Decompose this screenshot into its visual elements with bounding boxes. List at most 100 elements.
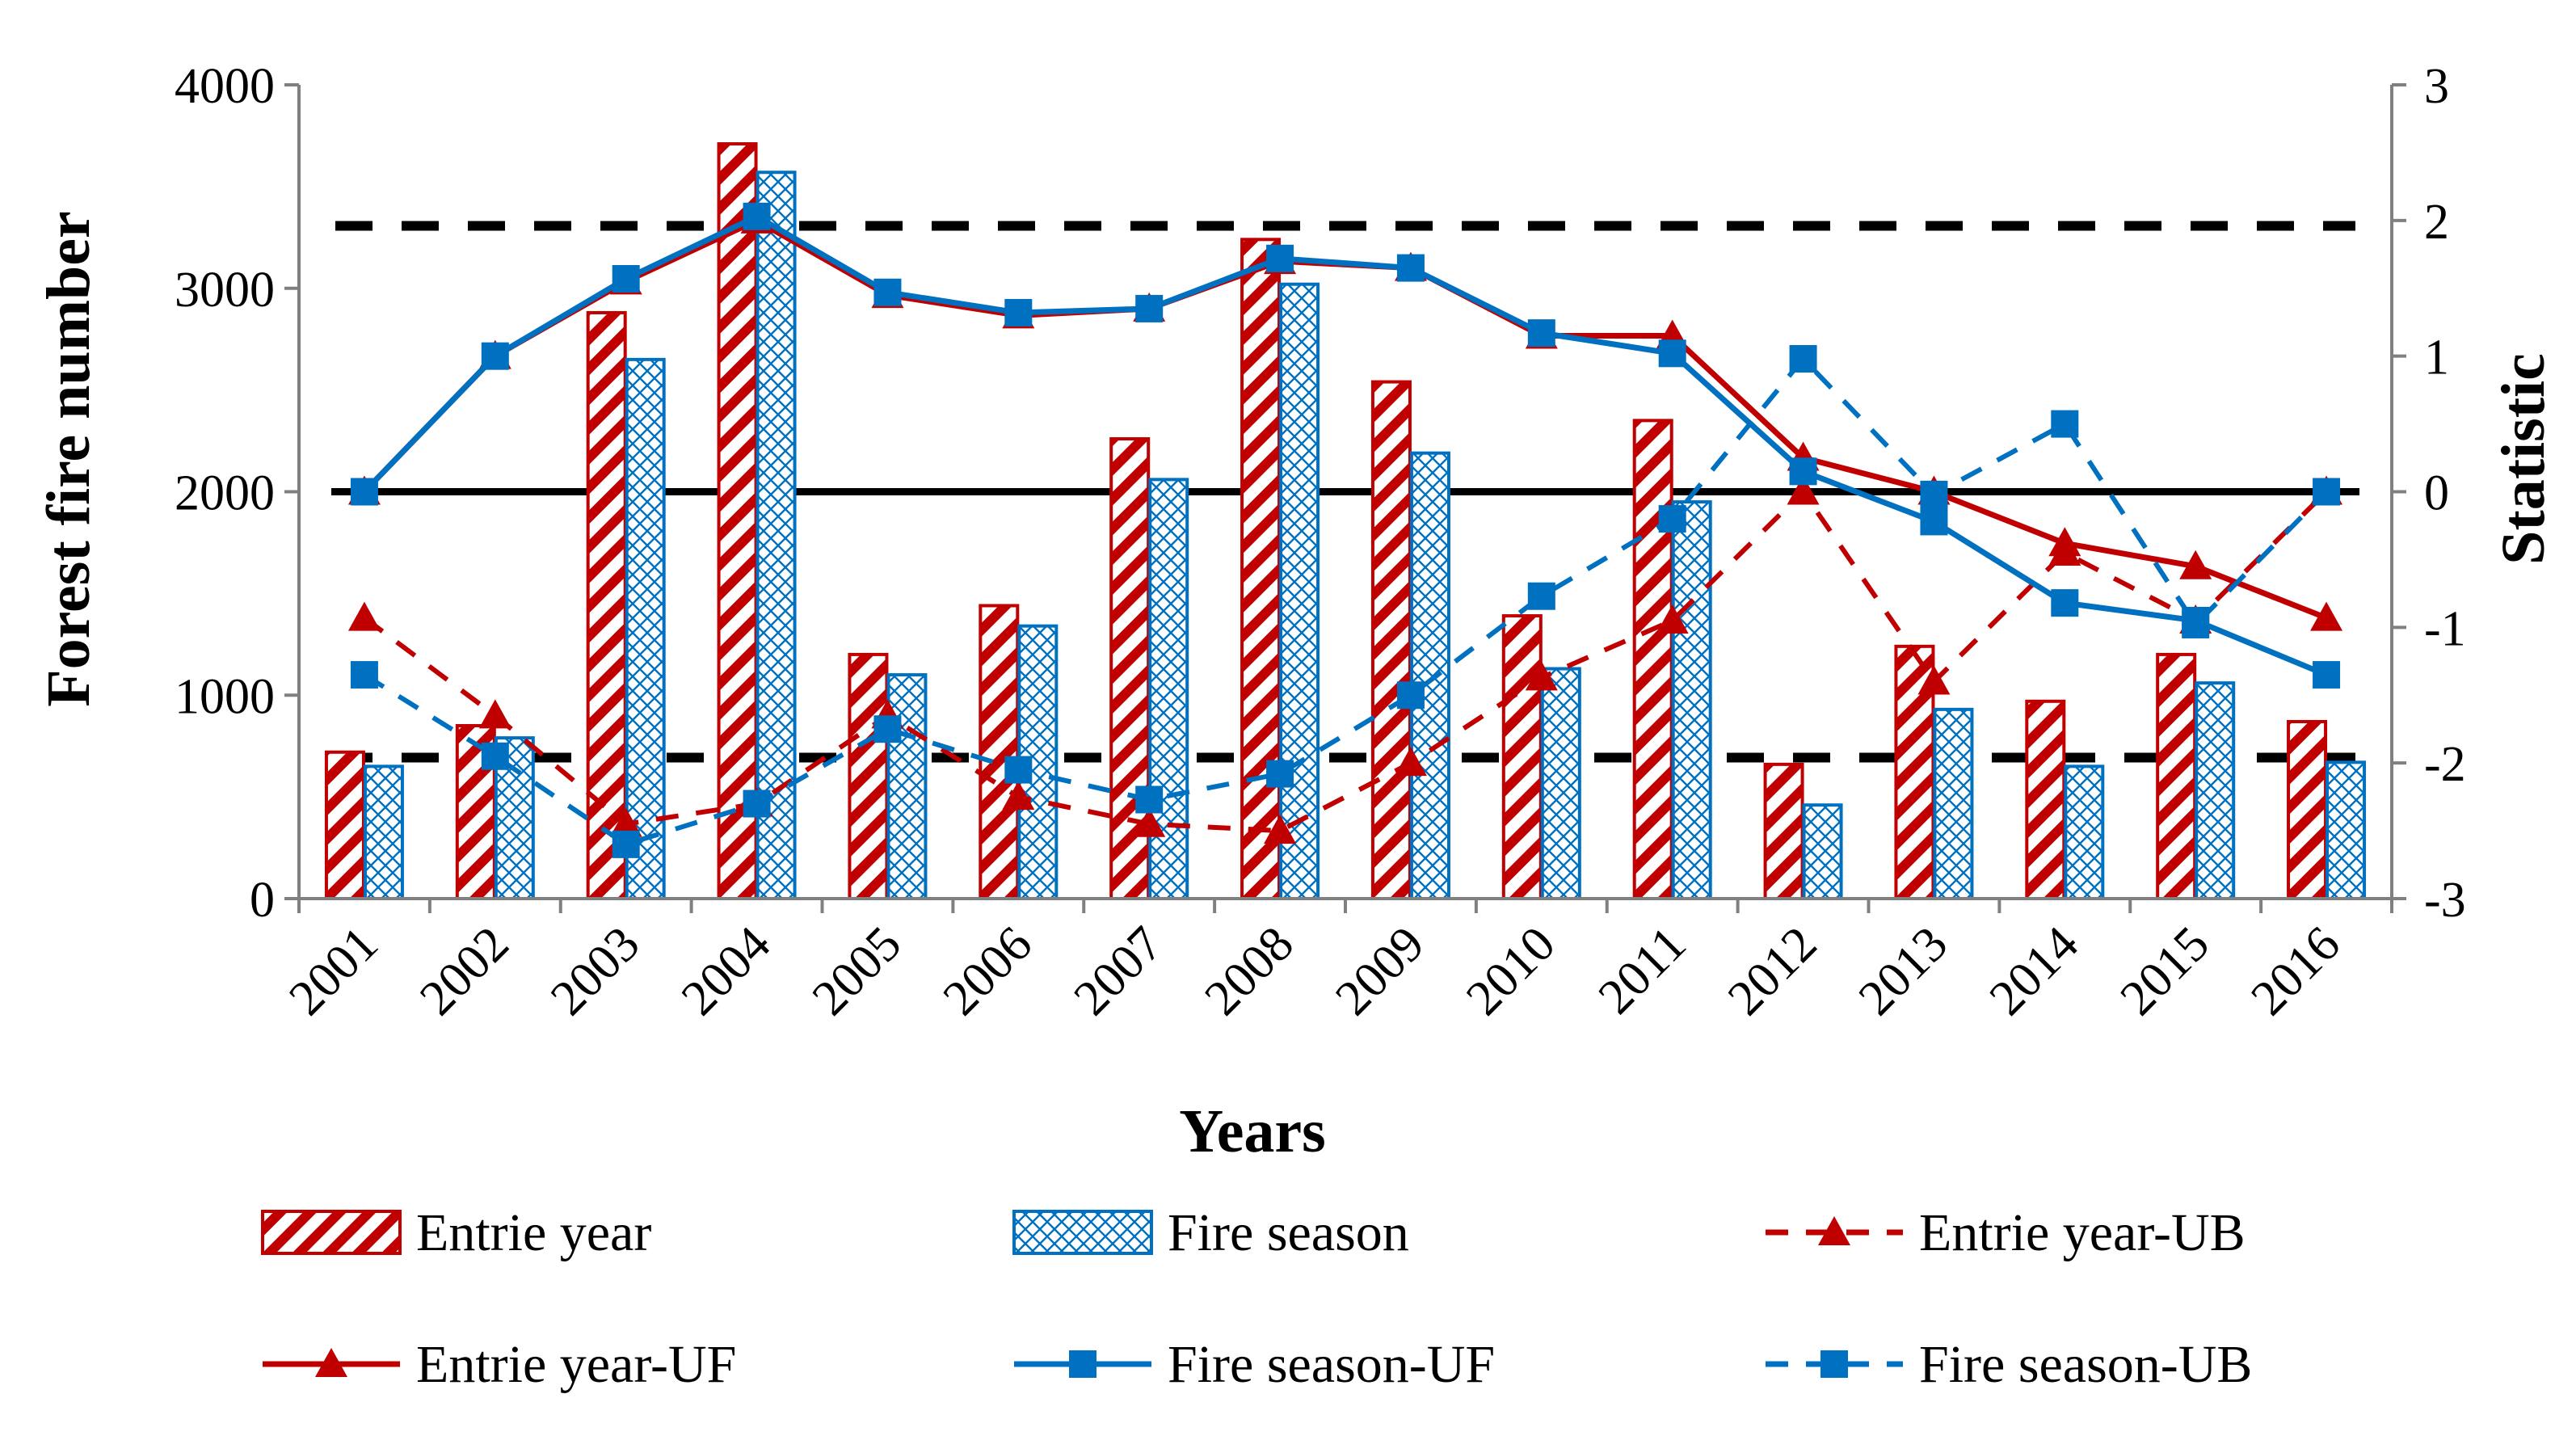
- bar-entire-year-2016: [2287, 719, 2328, 900]
- y-right-tick-label: 1: [2424, 331, 2449, 385]
- legend-item-fire-season-ub: Fire season-UB: [1766, 1335, 2252, 1394]
- series-line-fire-season-uf: [362, 213, 2328, 678]
- bar-entire-year-2011: [1632, 419, 1673, 900]
- point-entrie-year-uf-2015: [2179, 550, 2212, 579]
- point-fire-season-ub-2015: [2182, 610, 2210, 638]
- point-entrie-year-ub-2007: [1133, 807, 1166, 837]
- point-fire-season-ub-2004: [743, 790, 771, 818]
- point-fire-season-ub-2009: [1396, 681, 1425, 710]
- x-tick-label-2004: 2004: [671, 916, 781, 1026]
- point-fire-season-uf-2016: [2313, 661, 2341, 689]
- point-fire-season-ub-2010: [1527, 582, 1555, 610]
- x-tick-label-2008: 2008: [1194, 916, 1304, 1026]
- legend-swatch-marker: [1069, 1350, 1096, 1378]
- bar-fire-season-2011: [1671, 500, 1712, 901]
- point-entrie-year-ub-2008: [1264, 815, 1297, 844]
- legend-label: Fire season-UF: [1168, 1335, 1495, 1394]
- legend-swatch-marker: [315, 1348, 347, 1377]
- x-tick-label-2005: 2005: [802, 916, 912, 1026]
- legend-label: Entrie year-UF: [416, 1335, 736, 1394]
- y-right-tick-label: 2: [2424, 195, 2449, 250]
- legend-item-fire-season-uf: Fire season-UF: [1014, 1335, 1495, 1394]
- point-fire-season-uf-2002: [481, 342, 509, 370]
- y-right-tick-label: -3: [2424, 873, 2466, 928]
- y-right-tick-label: -2: [2424, 737, 2466, 792]
- point-fire-season-uf-2008: [1266, 244, 1294, 272]
- point-entrie-year-ub-2001: [347, 601, 381, 631]
- bar-fire-season-2005: [886, 673, 928, 900]
- point-entrie-year-uf-2016: [2310, 601, 2343, 631]
- series-line-fire-season-ub: [363, 356, 2329, 847]
- point-fire-season-uf-2010: [1527, 319, 1555, 347]
- point-fire-season-ub-2016: [2313, 478, 2341, 506]
- point-entrie-year-ub-2003: [609, 807, 642, 837]
- point-fire-season-uf-2006: [1004, 298, 1033, 326]
- y-right-tick-label: 3: [2424, 59, 2449, 114]
- bar-entire-year-2010: [1501, 614, 1543, 900]
- bar-entire-year-2015: [2156, 652, 2197, 901]
- bar-entire-year-2006: [979, 604, 1020, 900]
- bar-entire-year-2009: [1370, 380, 1412, 900]
- x-tick-label-2003: 2003: [541, 916, 650, 1026]
- point-fire-season-ub-2008: [1266, 760, 1294, 788]
- legend-label: Entrie year-UB: [1919, 1203, 2246, 1262]
- point-fire-season-ub-2002: [481, 742, 509, 770]
- x-tick-label-2013: 2013: [1849, 916, 1959, 1026]
- bar-fire-season-2015: [2195, 681, 2236, 901]
- y-left-tick-label: 0: [250, 873, 275, 928]
- legend-swatch-marker: [1818, 1216, 1850, 1245]
- point-fire-season-ub-2012: [1789, 345, 1817, 373]
- point-fire-season-uf-2005: [873, 278, 902, 306]
- x-axis-title: Years: [1179, 1097, 1326, 1165]
- legend-item-entrie-year-uf: Entrie year-UF: [263, 1335, 736, 1394]
- point-entrie-year-ub-2013: [1917, 665, 1951, 695]
- point-entrie-year-ub-2006: [1002, 781, 1035, 811]
- x-tick-label-2010: 2010: [1456, 916, 1566, 1026]
- point-fire-season-uf-2007: [1135, 294, 1164, 322]
- point-fire-season-uf-2003: [612, 265, 640, 293]
- point-fire-season-uf-2013: [1920, 507, 1948, 536]
- x-tick-label-2011: 2011: [1588, 916, 1696, 1025]
- bar-fire-season-2008: [1279, 282, 1320, 900]
- point-fire-season-ub-2005: [873, 715, 902, 743]
- point-fire-season-ub-2011: [1658, 505, 1686, 533]
- y-axis-left-title: Forest fire number: [35, 211, 103, 707]
- legend-swatch: [1012, 1210, 1153, 1255]
- bar-fire-season-2014: [2064, 764, 2105, 900]
- point-fire-season-uf-2014: [2051, 589, 2079, 617]
- legend-item-entrie-year-ub: Entrie year-UB: [1766, 1203, 2246, 1262]
- point-fire-season-ub-2001: [350, 661, 378, 689]
- x-tick-label-2016: 2016: [2241, 916, 2351, 1026]
- point-fire-season-ub-2014: [2051, 410, 2079, 438]
- x-tick-label-2009: 2009: [1325, 916, 1435, 1026]
- point-fire-season-ub-2013: [1920, 480, 1948, 508]
- bar-fire-season-2009: [1409, 451, 1450, 900]
- legend-label: Fire season-UB: [1919, 1335, 2252, 1394]
- y-axis-right-title: Statistic: [2490, 353, 2557, 565]
- point-entrie-year-ub-2010: [1525, 661, 1558, 691]
- point-entrie-year-uf-2014: [2048, 527, 2081, 557]
- bar-entire-year-2014: [2025, 699, 2066, 900]
- x-tick-label-2001: 2001: [279, 916, 389, 1026]
- point-fire-season-ub-2006: [1004, 756, 1033, 784]
- legend-label: Fire season: [1168, 1203, 1409, 1262]
- y-right-tick-label: 0: [2424, 466, 2449, 521]
- legend-item-fire-season: Fire season: [1012, 1203, 1409, 1262]
- point-fire-season-uf-2011: [1658, 339, 1686, 368]
- bar-entire-year-2005: [848, 652, 889, 901]
- x-tick-label-2002: 2002: [410, 916, 520, 1026]
- y-left-tick-label: 3000: [175, 263, 275, 318]
- bar-fire-season-2012: [1802, 803, 1843, 901]
- point-fire-season-ub-2007: [1135, 785, 1164, 814]
- point-fire-season-uf-2012: [1789, 457, 1817, 486]
- legend-swatch-marker: [1820, 1350, 1848, 1378]
- point-entrie-year-ub-2009: [1394, 747, 1427, 777]
- point-entrie-year-ub-2011: [1656, 604, 1689, 634]
- bar-fire-season-2013: [1933, 707, 1974, 900]
- y-left-tick-label: 4000: [175, 59, 275, 114]
- x-tick-label-2006: 2006: [932, 916, 1042, 1026]
- point-entrie-year-ub-2012: [1787, 475, 1820, 505]
- bar-entire-year-2012: [1763, 762, 1804, 900]
- y-right-tick-label: -1: [2424, 601, 2466, 656]
